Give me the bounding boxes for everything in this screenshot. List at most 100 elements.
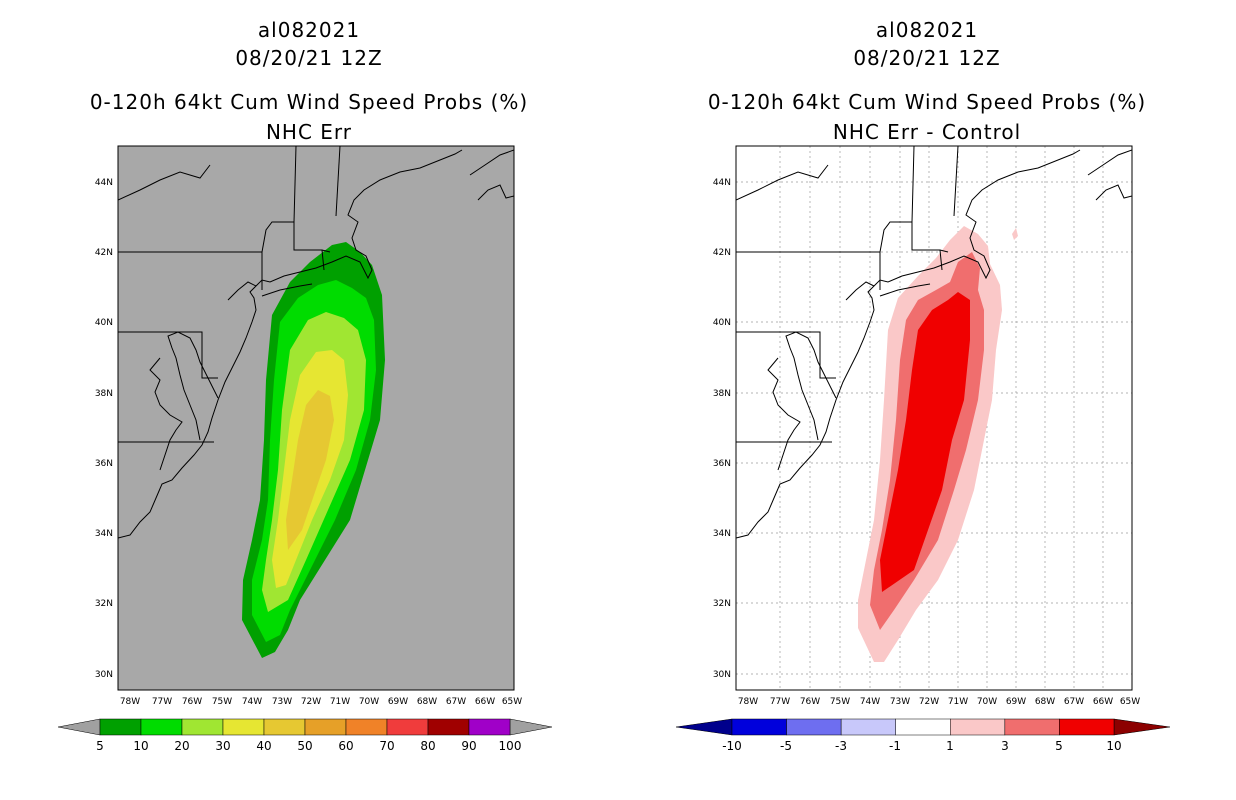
colorbar-label: -5 <box>780 739 792 753</box>
lat-label: 32N <box>95 599 113 609</box>
lat-label: 42N <box>713 248 731 258</box>
lon-label: 67W <box>1064 697 1084 707</box>
colorbar-label: 5 <box>1055 739 1063 753</box>
colorbar-low-end <box>675 718 733 736</box>
right-map-figure: 44N 42N 40N 38N 36N 34N 32N 30N 78W 77W … <box>675 145 1171 753</box>
colorbar-label: 100 <box>499 739 522 753</box>
colorbar-swatch <box>468 718 511 736</box>
colorbar-swatch <box>304 718 347 736</box>
colorbar-swatch <box>1059 718 1115 736</box>
right-colorbar <box>675 718 1171 736</box>
lon-label: 74W <box>860 697 880 707</box>
diff-5-contour <box>880 292 970 592</box>
left-colorbar-labels: 5 10 20 30 40 50 60 70 80 90 100 <box>96 739 521 753</box>
colorbar-label: 10 <box>133 739 148 753</box>
lon-label: 68W <box>1035 697 1055 707</box>
left-map-frame <box>117 145 515 691</box>
lat-label: 44N <box>95 178 113 188</box>
lon-label: 68W <box>417 697 437 707</box>
lon-label: 72W <box>301 697 321 707</box>
colorbar-swatch <box>181 718 224 736</box>
lat-label: 38N <box>95 389 113 399</box>
right-lat-axis: 44N 42N 40N 38N 36N 34N 32N 30N <box>713 178 731 680</box>
colorbar-swatch <box>786 718 842 736</box>
lat-label: 36N <box>95 459 113 469</box>
lat-label: 32N <box>713 599 731 609</box>
lat-label: 36N <box>713 459 731 469</box>
prob-40-contour <box>286 390 334 550</box>
lon-label: 65W <box>1120 697 1140 707</box>
lat-label: 30N <box>95 670 113 680</box>
lon-label: 65W <box>502 697 522 707</box>
right-product-title: 0-120h 64kt Cum Wind Speed Probs (%) <box>707 90 1147 114</box>
lon-label: 67W <box>446 697 466 707</box>
right-panel: al082021 08/20/21 12Z 0-120h 64kt Cum Wi… <box>618 0 1236 800</box>
colorbar-label: 80 <box>420 739 435 753</box>
colorbar-label: 3 <box>1001 739 1009 753</box>
right-state-borders <box>736 146 959 443</box>
colorbar-swatch <box>1004 718 1060 736</box>
left-colorbar <box>57 718 553 736</box>
lon-label: 69W <box>1006 697 1026 707</box>
right-gridlines <box>736 146 1132 690</box>
colorbar-label: 40 <box>256 739 271 753</box>
lat-label: 42N <box>95 248 113 258</box>
lat-label: 40N <box>95 318 113 328</box>
colorbar-swatch <box>731 718 787 736</box>
colorbar-label: 60 <box>338 739 353 753</box>
lon-label: 73W <box>890 697 910 707</box>
left-datetime: 08/20/21 12Z <box>235 46 383 70</box>
colorbar-label: -1 <box>889 739 901 753</box>
colorbar-label: -3 <box>835 739 847 753</box>
lon-label: 75W <box>212 697 232 707</box>
lat-label: 44N <box>713 178 731 188</box>
lon-label: 77W <box>152 697 172 707</box>
left-lat-axis: 44N 42N 40N 38N 36N 34N 32N 30N <box>95 178 113 680</box>
right-map-frame <box>735 145 1133 691</box>
left-product-title: 0-120h 64kt Cum Wind Speed Probs (%) <box>89 90 529 114</box>
colorbar-swatch <box>140 718 183 736</box>
right-lon-axis: 78W 77W 76W 75W 74W 73W 72W 71W 70W 69W … <box>738 697 1140 707</box>
lat-label: 30N <box>713 670 731 680</box>
colorbar-label: 20 <box>174 739 189 753</box>
lon-label: 78W <box>738 697 758 707</box>
colorbar-label: 1 <box>946 739 954 753</box>
left-lon-axis: 78W 77W 76W 75W 74W 73W 72W 71W 70W 69W … <box>120 697 522 707</box>
left-state-borders <box>118 146 341 443</box>
colorbar-label: 70 <box>379 739 394 753</box>
colorbar-swatch <box>840 718 896 736</box>
colorbar-swatch <box>950 718 1006 736</box>
lon-label: 73W <box>272 697 292 707</box>
lon-label: 70W <box>359 697 379 707</box>
colorbar-label: 90 <box>461 739 476 753</box>
lon-label: 72W <box>919 697 939 707</box>
lat-label: 34N <box>713 529 731 539</box>
colorbar-label: 50 <box>297 739 312 753</box>
lon-label: 77W <box>770 697 790 707</box>
right-datetime: 08/20/21 12Z <box>853 46 1001 70</box>
lon-label: 76W <box>800 697 820 707</box>
colorbar-swatch <box>386 718 429 736</box>
diff-1-patch <box>1012 228 1018 240</box>
lon-label: 78W <box>120 697 140 707</box>
colorbar-swatch <box>427 718 470 736</box>
right-colorbar-labels: -10 -5 -3 -1 1 3 5 10 <box>722 739 1121 753</box>
colorbar-label: 30 <box>215 739 230 753</box>
lon-label: 66W <box>475 697 495 707</box>
colorbar-swatch <box>345 718 388 736</box>
lon-label: 66W <box>1093 697 1113 707</box>
lon-label: 74W <box>242 697 262 707</box>
left-panel: al082021 08/20/21 12Z 0-120h 64kt Cum Wi… <box>57 18 553 753</box>
colorbar-label: 5 <box>96 739 104 753</box>
lat-label: 40N <box>713 318 731 328</box>
colorbar-swatch <box>99 718 142 736</box>
colorbar-low-end <box>57 718 101 736</box>
lon-label: 70W <box>977 697 997 707</box>
left-map-figure: 44N 42N 40N 38N 36N 34N 32N 30N 78W 77W … <box>57 145 553 753</box>
colorbar-swatch <box>263 718 306 736</box>
left-subtitle: NHC Err <box>265 120 353 144</box>
right-storm-id: al082021 <box>875 18 979 42</box>
colorbar-label: -10 <box>722 739 742 753</box>
lon-label: 71W <box>948 697 968 707</box>
colorbar-swatch <box>895 718 951 736</box>
